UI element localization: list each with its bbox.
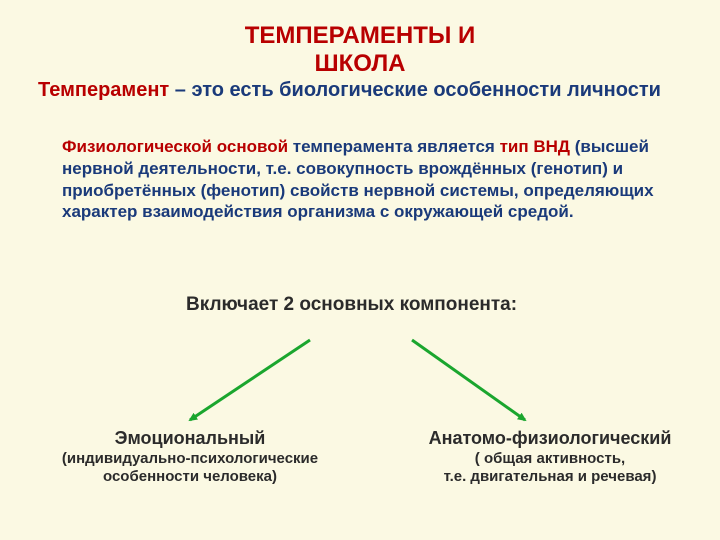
arrow-left	[190, 340, 310, 420]
component-left-title: Эмоциональный	[50, 428, 330, 450]
slide: ТЕМПЕРАМЕНТЫ И ШКОЛА Темперамент – это е…	[0, 0, 720, 540]
component-right-sub1: ( общая активность,	[425, 450, 675, 468]
component-left: Эмоциональный (индивидуально-психологиче…	[50, 428, 330, 486]
component-right-sub2: т.е. двигательная и речевая)	[425, 468, 675, 486]
arrow-right	[412, 340, 525, 420]
component-left-sub: (индивидуально-психологические особеннос…	[50, 450, 330, 486]
component-right: Анатомо-физиологический ( общая активнос…	[425, 428, 675, 486]
component-right-title: Анатомо-физиологический	[425, 428, 675, 450]
